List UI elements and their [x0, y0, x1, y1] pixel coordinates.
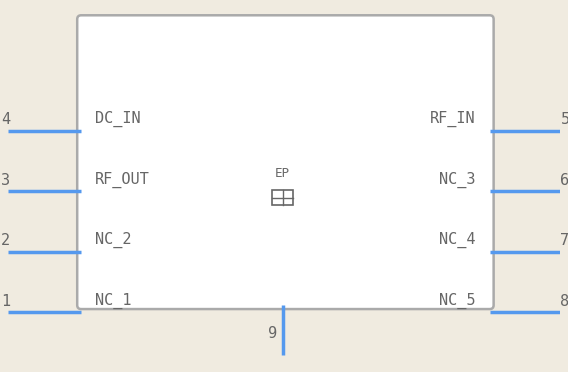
Text: NC_4: NC_4	[440, 232, 476, 248]
Text: RF_OUT: RF_OUT	[95, 171, 150, 187]
FancyBboxPatch shape	[77, 15, 494, 309]
Text: 5: 5	[561, 112, 568, 127]
Text: NC_5: NC_5	[440, 292, 476, 308]
Text: NC_1: NC_1	[95, 292, 131, 308]
Bar	[272, 190, 294, 205]
Text: 9: 9	[268, 326, 277, 341]
Text: 6: 6	[561, 173, 568, 187]
Text: 7: 7	[561, 233, 568, 248]
Text: 4: 4	[1, 112, 10, 127]
Text: NC_2: NC_2	[95, 232, 131, 248]
Text: 1: 1	[1, 294, 10, 308]
Text: NC_3: NC_3	[440, 171, 476, 187]
Text: EP: EP	[275, 167, 290, 180]
Text: DC_IN: DC_IN	[95, 111, 140, 127]
Text: 2: 2	[1, 233, 10, 248]
Text: 8: 8	[561, 294, 568, 308]
Text: 3: 3	[1, 173, 10, 187]
Text: RF_IN: RF_IN	[431, 111, 476, 127]
